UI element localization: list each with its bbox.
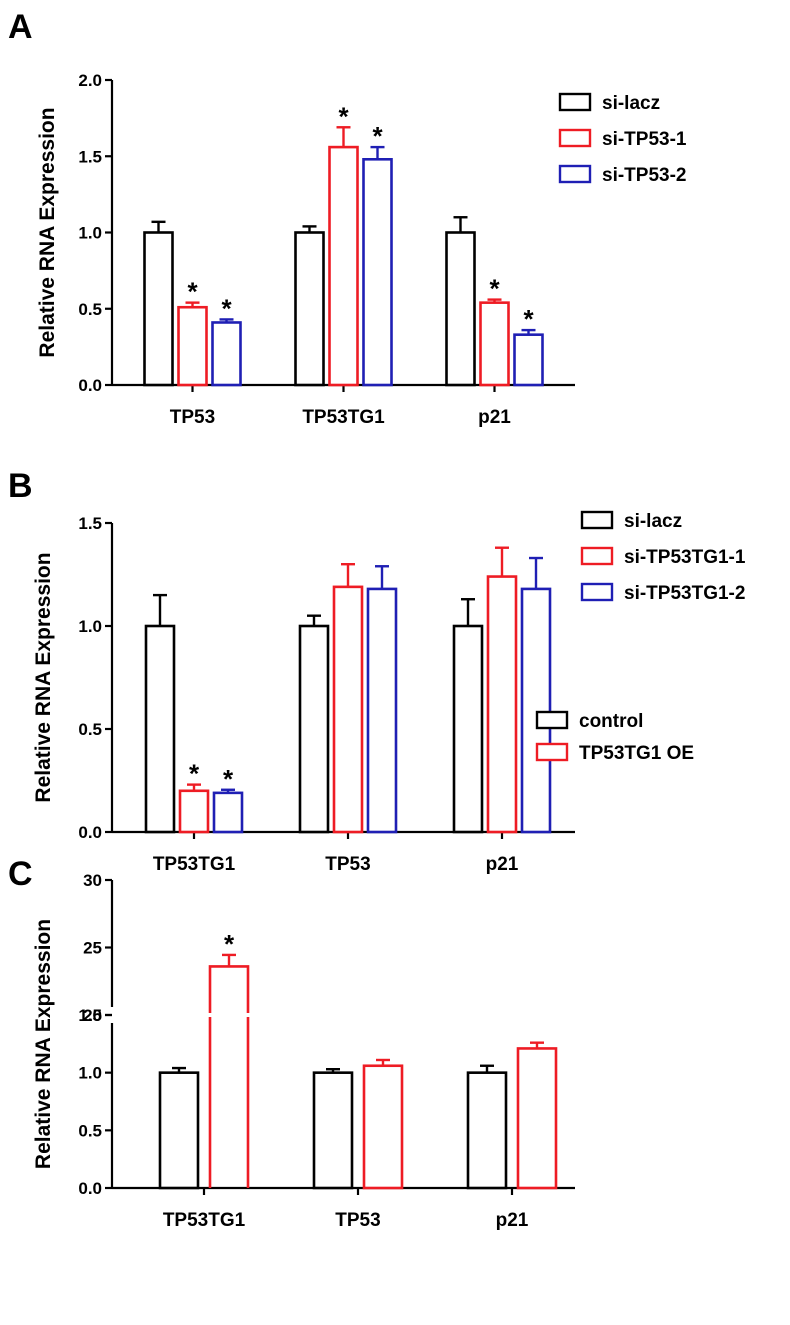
x-category-label: TP53 (335, 1210, 380, 1231)
panel-label: B (8, 467, 33, 505)
significance-star: * (338, 101, 349, 131)
chart-panel-b: B Relative RNA Expression 0.0 0.5 1.0 1.5 TP53… (8, 467, 746, 875)
x-category-label: TP53 (170, 407, 215, 428)
bar (144, 624, 176, 834)
y-tick-label: 25 (83, 939, 102, 958)
bar (177, 305, 208, 387)
bar (328, 145, 359, 387)
series-tp53tg1-oe: * (208, 929, 558, 1190)
bar (362, 158, 393, 387)
chart-panel-a: A Relative RNA Expression 0.0 0.5 1.0 1.5 2.0 T… (8, 8, 687, 428)
legend-swatch (558, 92, 592, 112)
legend-swatch (558, 164, 592, 184)
y-tick-label: 1.5 (78, 514, 102, 533)
y-tick-label: 0.0 (78, 1179, 102, 1198)
panel-label: A (8, 8, 33, 46)
bar (143, 231, 174, 387)
y-tick-label: 2.0 (78, 71, 102, 90)
y-tick-label: 20 (83, 1006, 102, 1025)
legend-label: control (579, 711, 643, 732)
significance-star: * (489, 274, 500, 304)
y-tick-label: 1.0 (78, 1064, 102, 1083)
legend: si-lacz si-TP53-1 si-TP53-2 (558, 92, 687, 186)
bar (312, 1071, 354, 1190)
legend-swatch (535, 742, 569, 762)
series-si-tp53tg1-1: * (178, 546, 518, 834)
bar (294, 231, 325, 387)
bar (479, 301, 510, 387)
significance-star: * (523, 304, 534, 334)
series-si-tp53tg1-2: * (212, 556, 552, 834)
legend-swatch (535, 710, 569, 730)
bar (452, 624, 484, 834)
y-tick-label: 1.0 (78, 224, 102, 243)
bar (332, 585, 364, 834)
significance-star: * (187, 277, 198, 307)
bar (212, 791, 244, 834)
bar (513, 333, 544, 387)
x-category-label: TP53TG1 (163, 1210, 246, 1231)
legend-label: si-lacz (602, 93, 660, 114)
x-category-label: TP53 (325, 854, 370, 875)
y-tick-label: 0.5 (78, 300, 102, 319)
x-category-label: TP53TG1 (302, 407, 385, 428)
legend: si-lacz si-TP53TG1-1 si-TP53TG1-2 (580, 510, 746, 604)
y-tick-label: 0.5 (78, 1121, 102, 1140)
legend-swatch (580, 546, 614, 566)
y-tick-label: 30 (83, 871, 102, 890)
series-si-lacz (144, 593, 484, 834)
y-axis-label: Relative RNA Expression (32, 919, 55, 1169)
legend: control TP53TG1 OE (535, 710, 694, 764)
series-si-tp53-2: * * * (211, 121, 544, 387)
bar (158, 1071, 200, 1190)
legend-label: si-TP53TG1-2 (624, 583, 745, 604)
significance-star: * (372, 121, 383, 151)
legend-swatch (558, 128, 592, 148)
significance-star: * (223, 764, 234, 794)
bar (208, 965, 250, 1013)
bar (516, 1047, 558, 1190)
significance-star: * (224, 929, 235, 959)
y-tick-label: 1.5 (78, 1006, 102, 1025)
x-category-label: TP53TG1 (153, 854, 236, 875)
series-si-lacz (143, 216, 476, 387)
x-category-label: p21 (478, 407, 511, 428)
bar (298, 624, 330, 834)
bar (486, 575, 518, 834)
legend-label: si-TP53-2 (602, 165, 686, 186)
legend-label: si-TP53-1 (602, 129, 687, 150)
legend-swatch (580, 582, 614, 602)
bar (445, 231, 476, 387)
legend-label: TP53TG1 OE (579, 743, 694, 764)
significance-star: * (221, 293, 232, 323)
y-tick-label: 0.0 (78, 823, 102, 842)
x-category-label: p21 (496, 1210, 529, 1231)
legend-label: si-TP53TG1-1 (624, 547, 746, 568)
x-category-label: p21 (486, 854, 519, 875)
y-tick-label: 1.0 (78, 617, 102, 636)
bar (211, 321, 242, 387)
bar-lower-segment (208, 1017, 250, 1188)
series-control (158, 1064, 508, 1190)
significance-star: * (189, 759, 200, 789)
series-si-tp53-1: * * * (177, 101, 510, 387)
panel-label: C (8, 855, 33, 893)
bar (466, 1071, 508, 1190)
chart-panel-c: C Relative RNA Expression 0.0 0.5 1.0 1.520 25… (8, 710, 694, 1231)
bar (362, 1064, 404, 1190)
y-axis-label: Relative RNA Expression (32, 552, 55, 802)
legend-swatch (580, 510, 614, 530)
y-tick-label: 0.5 (78, 720, 102, 739)
y-tick-label: 0.0 (78, 376, 102, 395)
bar (178, 789, 210, 834)
bar (520, 587, 552, 834)
legend-label: si-lacz (624, 511, 682, 532)
bar (366, 587, 398, 834)
y-axis-label: Relative RNA Expression (36, 107, 59, 357)
y-tick-label: 1.5 (78, 147, 102, 166)
